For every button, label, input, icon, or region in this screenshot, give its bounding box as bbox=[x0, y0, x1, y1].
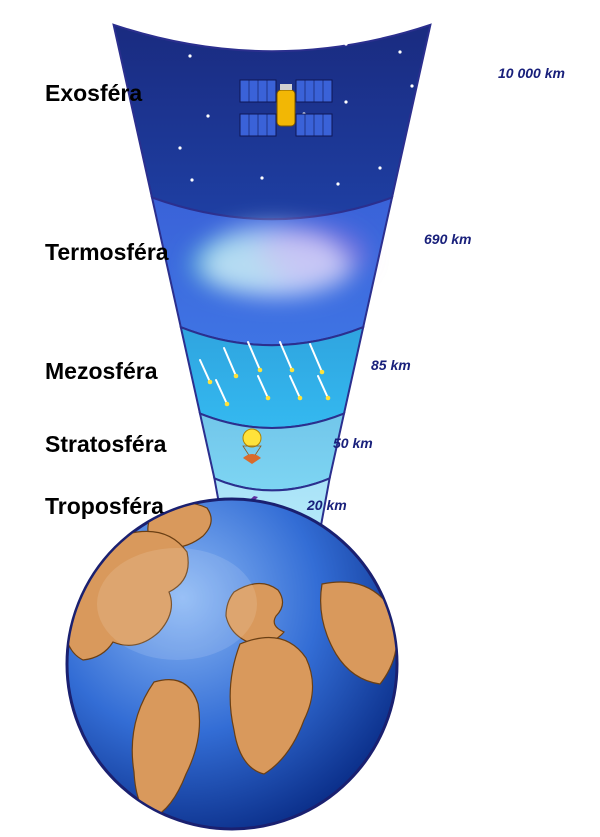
star-icon bbox=[178, 146, 181, 149]
star-icon bbox=[336, 182, 339, 185]
star-icon bbox=[190, 178, 193, 181]
layer-altitude: 690 km bbox=[424, 231, 471, 247]
layer-altitude: 50 km bbox=[333, 435, 373, 451]
earth-icon bbox=[65, 499, 397, 829]
star-icon bbox=[378, 166, 381, 169]
star-icon bbox=[344, 100, 347, 103]
star-icon bbox=[206, 114, 209, 117]
star-icon bbox=[274, 44, 277, 47]
star-icon bbox=[438, 138, 441, 141]
star-icon bbox=[410, 84, 413, 87]
layer-altitude: 85 km bbox=[371, 357, 411, 373]
layer-name: Stratosféra bbox=[45, 431, 167, 457]
star-icon bbox=[260, 176, 263, 179]
layer-altitude: 20 km bbox=[306, 497, 347, 513]
layer-name: Exosféra bbox=[45, 80, 142, 106]
star-icon bbox=[398, 50, 401, 53]
layer-altitude: 10 000 km bbox=[498, 65, 565, 81]
star-icon bbox=[418, 114, 421, 117]
star-icon bbox=[188, 54, 191, 57]
star-icon bbox=[344, 42, 347, 45]
layer-name: Mezosféra bbox=[45, 358, 158, 384]
layer-name: Termosféra bbox=[45, 239, 169, 265]
layer-name: Troposféra bbox=[45, 493, 164, 519]
